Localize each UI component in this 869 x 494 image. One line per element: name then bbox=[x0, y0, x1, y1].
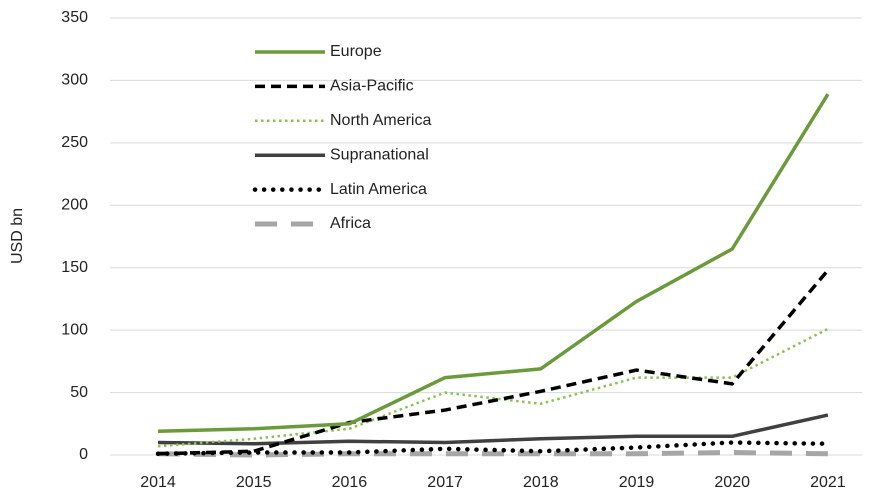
x-tick-label: 2021 bbox=[810, 474, 846, 491]
y-axis-label: USD bn bbox=[9, 208, 26, 264]
x-tick-label: 2015 bbox=[236, 474, 272, 491]
y-tick-label: 350 bbox=[61, 9, 88, 26]
x-tick-label: 2020 bbox=[714, 474, 750, 491]
x-tick-label: 2018 bbox=[523, 474, 559, 491]
y-tick-label: 0 bbox=[79, 446, 88, 463]
series-line bbox=[157, 269, 830, 456]
x-tick-label: 2014 bbox=[140, 474, 176, 491]
legend-label: Asia-Pacific bbox=[330, 78, 414, 95]
y-tick-label: 50 bbox=[70, 384, 88, 401]
series-line bbox=[157, 413, 829, 446]
x-tick-label: 2019 bbox=[619, 474, 655, 491]
legend-label: Africa bbox=[330, 215, 371, 232]
legend-label: North America bbox=[330, 112, 431, 129]
legend-label: Latin America bbox=[330, 181, 427, 198]
y-tick-label: 300 bbox=[61, 72, 88, 89]
legend-label: Supranational bbox=[330, 146, 429, 163]
x-tick-label: 2016 bbox=[332, 474, 368, 491]
x-tick-label: 2017 bbox=[427, 474, 463, 491]
y-tick-label: 150 bbox=[61, 259, 88, 276]
legend-label: Europe bbox=[330, 43, 382, 60]
series-line bbox=[155, 440, 831, 457]
series-line bbox=[157, 450, 828, 458]
y-tick-label: 200 bbox=[61, 197, 88, 214]
y-tick-label: 250 bbox=[61, 134, 88, 151]
series-line bbox=[157, 327, 829, 448]
y-tick-label: 100 bbox=[61, 321, 88, 338]
series-line bbox=[157, 93, 830, 434]
